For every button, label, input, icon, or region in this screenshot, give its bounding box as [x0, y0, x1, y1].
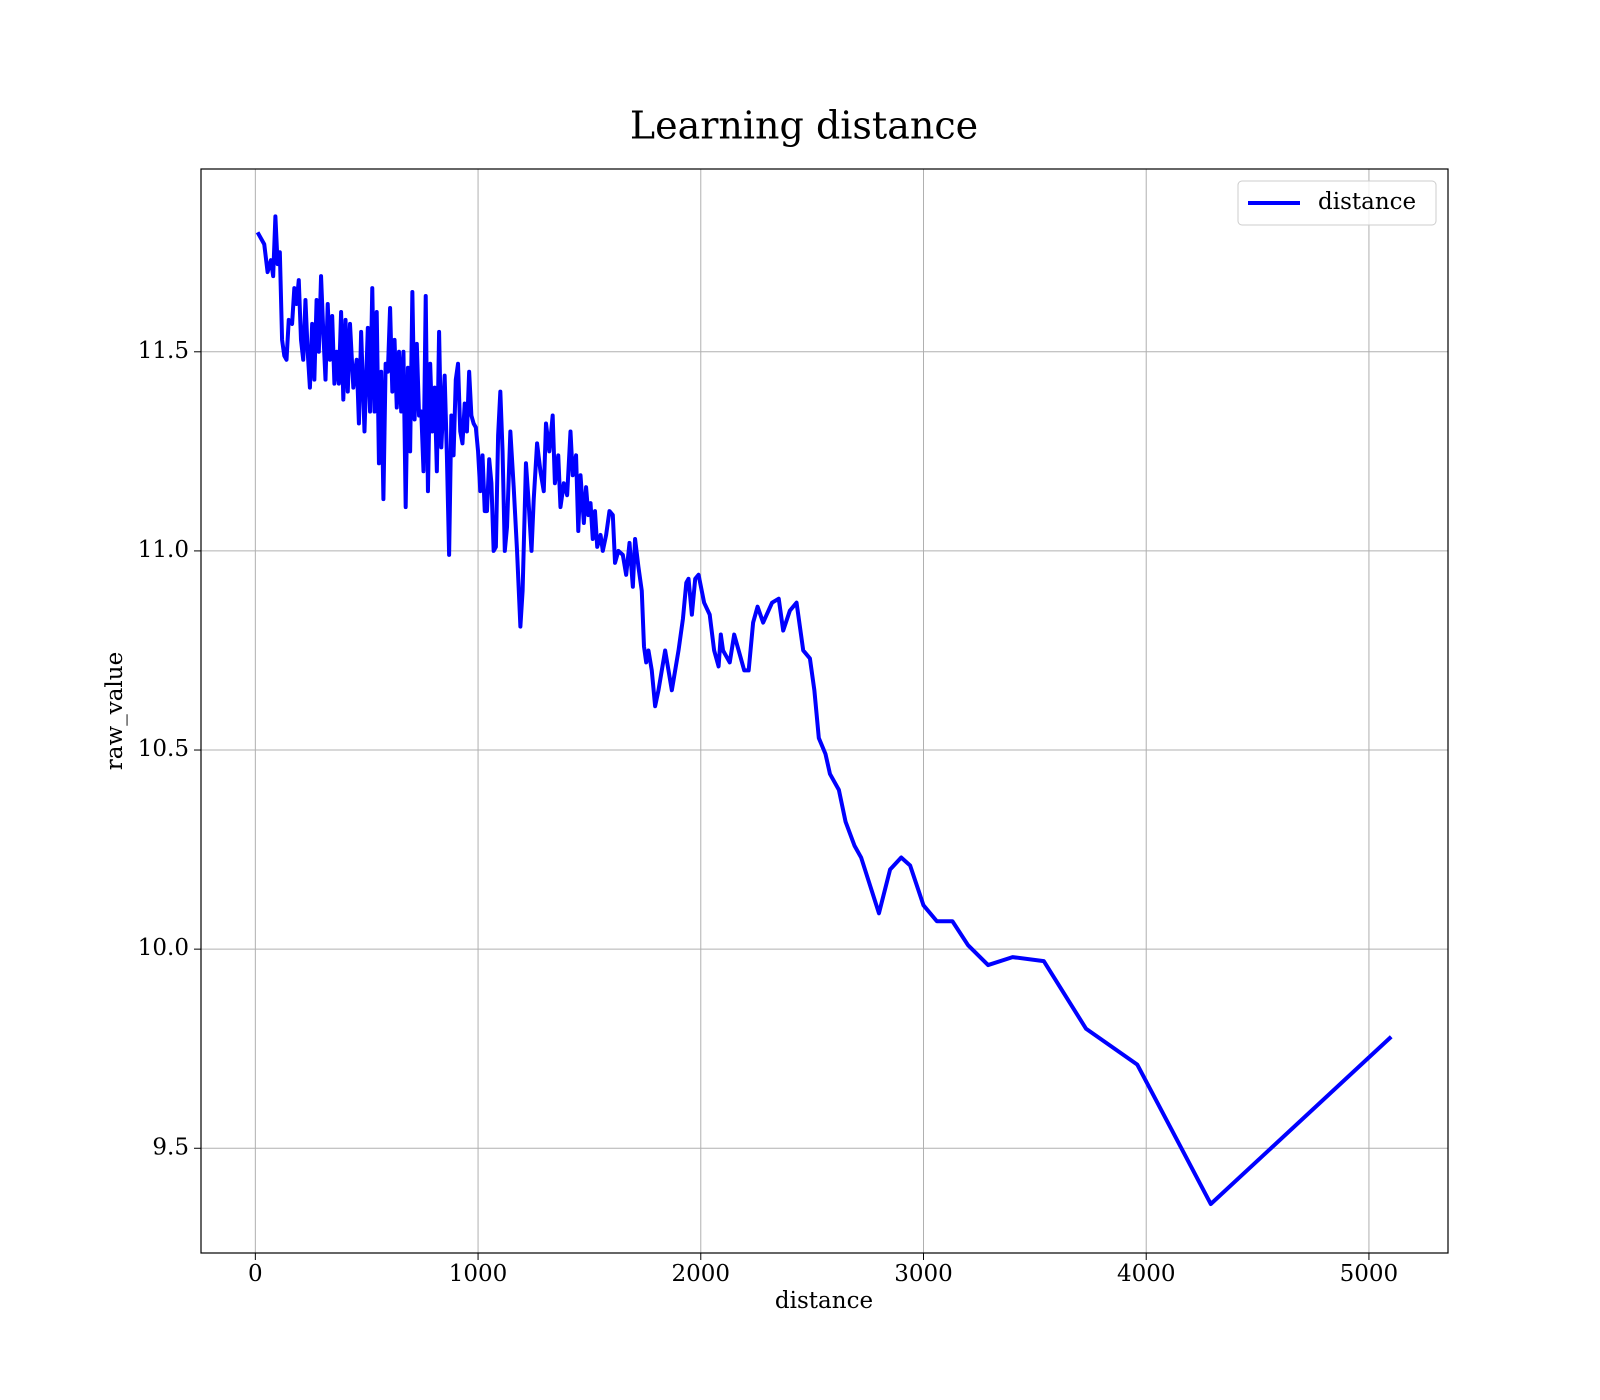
y-tick-label: 10.5 — [138, 736, 189, 762]
y-tick-label: 9.5 — [152, 1134, 189, 1160]
x-tick-label: 5000 — [1340, 1261, 1399, 1287]
y-tick-label: 11.5 — [138, 338, 189, 364]
x-tick-label: 3000 — [894, 1261, 953, 1287]
legend-box — [1237, 180, 1437, 226]
legend-label: distance — [1318, 189, 1416, 215]
y-tick-label: 10.0 — [138, 935, 189, 961]
y-axis-label: raw_value — [102, 652, 128, 770]
x-tick-label: 0 — [248, 1261, 263, 1287]
chart-title: Learning distance — [630, 104, 978, 148]
plot-frame — [200, 168, 1449, 1254]
x-tick-label: 1000 — [449, 1261, 508, 1287]
x-tick-label: 2000 — [672, 1261, 731, 1287]
x-axis-label: distance — [775, 1288, 873, 1314]
x-tick-label: 4000 — [1117, 1261, 1176, 1287]
data-line — [255, 214, 1393, 1207]
y-tick-label: 11.0 — [138, 537, 189, 563]
